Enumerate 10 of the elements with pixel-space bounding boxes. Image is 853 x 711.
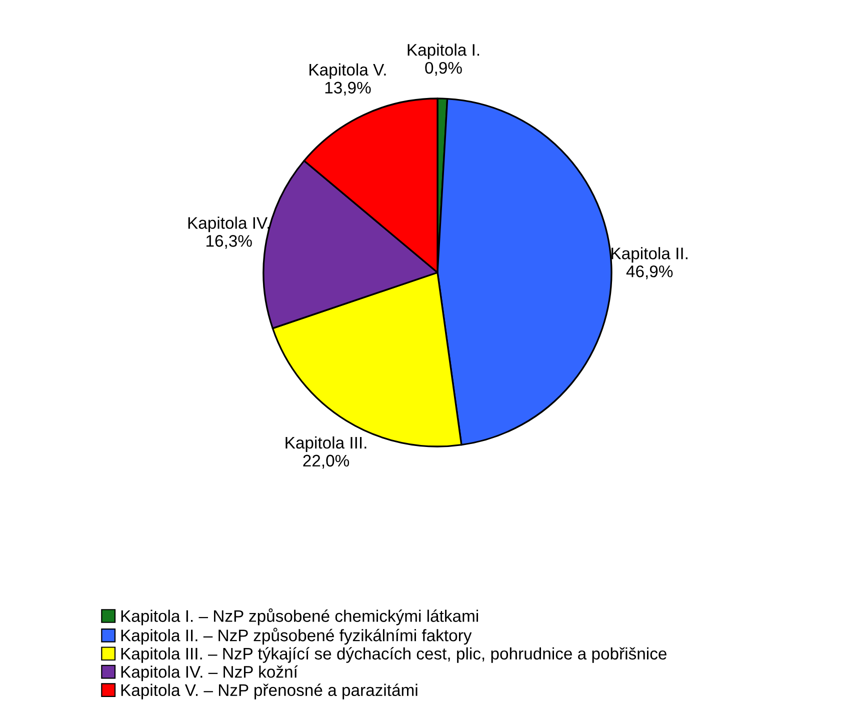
data-label: Kapitola III. 22,0% (286, 436, 366, 469)
legend-label: Kapitola IV. – NzP kožní (121, 665, 298, 682)
legend-label: Kapitola II. – NzP způsobené fyzikálními faktory (121, 628, 472, 645)
legend-label: Kapitola III. – NzP týkající se dýchacích cest, plic, pohrudnice a pobřišnice (121, 647, 666, 663)
data-label: Kapitola II. 46,9% (612, 247, 688, 280)
legend-label: Kapitola V. – NzP přenosné a parazitámi (121, 684, 418, 700)
legend-label: Kapitola I. – NzP způsobené chemickými látkami (121, 608, 478, 626)
data-label: Kapitola I. 0,9% (408, 44, 480, 76)
data-label: Kapitola IV. 16,3% (188, 216, 270, 249)
data-label: Kapitola V. 13,9% (310, 63, 386, 96)
